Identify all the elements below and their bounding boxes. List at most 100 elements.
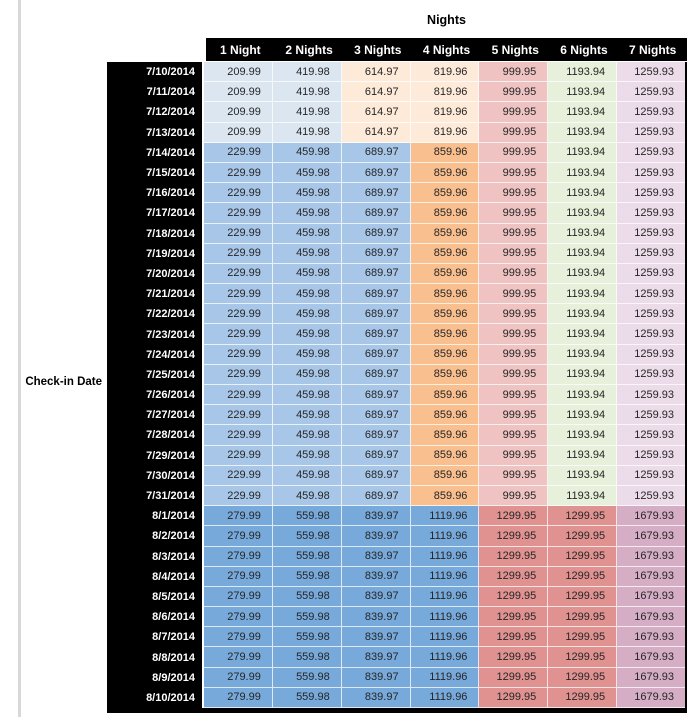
price-cell[interactable]: 999.95 [479, 263, 549, 285]
price-cell[interactable]: 1193.94 [548, 122, 618, 143]
date-cell[interactable]: 7/10/2014 [107, 62, 204, 83]
price-cell[interactable]: 999.95 [479, 445, 549, 466]
price-cell[interactable]: 559.98 [272, 506, 342, 527]
price-cell[interactable]: 559.98 [272, 586, 342, 608]
price-cell[interactable]: 999.95 [479, 425, 549, 446]
price-cell[interactable]: 689.97 [341, 364, 411, 385]
price-cell[interactable]: 999.95 [479, 223, 549, 244]
price-cell[interactable]: 1679.93 [617, 607, 686, 628]
price-cell[interactable]: 1299.95 [548, 607, 618, 628]
date-cell[interactable]: 8/4/2014 [107, 566, 204, 587]
price-cell[interactable]: 689.97 [341, 344, 411, 365]
price-cell[interactable]: 209.99 [204, 62, 273, 83]
price-cell[interactable]: 1259.93 [617, 122, 686, 143]
price-cell[interactable]: 1259.93 [617, 203, 686, 224]
price-cell[interactable]: 1259.93 [617, 445, 686, 466]
price-cell[interactable]: 839.97 [341, 607, 411, 628]
price-cell[interactable]: 1259.93 [617, 162, 686, 184]
price-cell[interactable]: 614.97 [341, 62, 411, 83]
price-cell[interactable]: 229.99 [204, 324, 273, 345]
price-cell[interactable]: 559.98 [272, 667, 342, 688]
price-cell[interactable]: 1299.95 [479, 526, 549, 547]
date-cell[interactable]: 8/10/2014 [107, 687, 204, 708]
price-cell[interactable]: 689.97 [341, 405, 411, 426]
price-cell[interactable]: 229.99 [204, 425, 273, 446]
price-cell[interactable]: 229.99 [204, 445, 273, 466]
date-cell[interactable]: 8/8/2014 [107, 647, 204, 668]
price-cell[interactable]: 229.99 [204, 344, 273, 365]
price-cell[interactable]: 1259.93 [617, 263, 686, 285]
price-cell[interactable]: 279.99 [204, 586, 273, 608]
price-cell[interactable]: 559.98 [272, 526, 342, 547]
price-cell[interactable]: 689.97 [341, 425, 411, 446]
price-cell[interactable]: 1679.93 [617, 586, 686, 608]
price-cell[interactable]: 859.96 [410, 385, 480, 406]
price-cell[interactable]: 1299.95 [548, 566, 618, 587]
price-cell[interactable]: 459.98 [272, 203, 342, 224]
price-cell[interactable]: 459.98 [272, 162, 342, 184]
price-cell[interactable]: 459.98 [272, 284, 342, 305]
date-cell[interactable]: 8/5/2014 [107, 586, 204, 608]
price-cell[interactable]: 1193.94 [548, 263, 618, 285]
price-cell[interactable]: 459.98 [272, 142, 342, 163]
date-cell[interactable]: 7/31/2014 [107, 485, 204, 507]
price-cell[interactable]: 859.96 [410, 364, 480, 385]
price-cell[interactable]: 614.97 [341, 102, 411, 123]
price-cell[interactable]: 1193.94 [548, 183, 618, 204]
price-cell[interactable]: 1259.93 [617, 142, 686, 163]
price-cell[interactable]: 1193.94 [548, 243, 618, 264]
price-cell[interactable]: 999.95 [479, 82, 549, 103]
price-cell[interactable]: 1679.93 [617, 667, 686, 688]
price-cell[interactable]: 459.98 [272, 304, 342, 325]
price-cell[interactable]: 1259.93 [617, 385, 686, 406]
price-cell[interactable]: 1299.95 [479, 647, 549, 668]
price-cell[interactable]: 1259.93 [617, 324, 686, 345]
price-cell[interactable]: 1119.96 [410, 687, 480, 708]
price-cell[interactable]: 1119.96 [410, 647, 480, 668]
price-cell[interactable]: 459.98 [272, 465, 342, 486]
price-cell[interactable]: 859.96 [410, 485, 480, 507]
price-cell[interactable]: 689.97 [341, 223, 411, 244]
price-cell[interactable]: 999.95 [479, 102, 549, 123]
price-cell[interactable]: 999.95 [479, 243, 549, 264]
price-cell[interactable]: 279.99 [204, 647, 273, 668]
date-cell[interactable]: 7/11/2014 [107, 82, 204, 103]
date-cell[interactable]: 7/23/2014 [107, 324, 204, 345]
price-cell[interactable]: 999.95 [479, 162, 549, 184]
price-cell[interactable]: 229.99 [204, 284, 273, 305]
column-header-7-nights[interactable]: 7 Nights [629, 42, 677, 57]
price-cell[interactable]: 459.98 [272, 324, 342, 345]
price-cell[interactable]: 1193.94 [548, 364, 618, 385]
price-cell[interactable]: 559.98 [272, 546, 342, 567]
price-cell[interactable]: 1259.93 [617, 82, 686, 103]
price-cell[interactable]: 999.95 [479, 142, 549, 163]
price-cell[interactable]: 1299.95 [479, 667, 549, 688]
price-cell[interactable]: 839.97 [341, 566, 411, 587]
price-cell[interactable]: 279.99 [204, 667, 273, 688]
price-cell[interactable]: 859.96 [410, 445, 480, 466]
price-cell[interactable]: 689.97 [341, 324, 411, 345]
price-cell[interactable]: 229.99 [204, 465, 273, 486]
price-cell[interactable]: 1193.94 [548, 304, 618, 325]
price-cell[interactable]: 1259.93 [617, 465, 686, 486]
price-cell[interactable]: 999.95 [479, 304, 549, 325]
price-cell[interactable]: 859.96 [410, 142, 480, 163]
price-cell[interactable]: 1299.95 [479, 546, 549, 567]
date-cell[interactable]: 7/13/2014 [107, 122, 204, 143]
date-cell[interactable]: 8/1/2014 [107, 506, 204, 527]
price-cell[interactable]: 859.96 [410, 425, 480, 446]
price-cell[interactable]: 209.99 [204, 82, 273, 103]
date-cell[interactable]: 7/21/2014 [107, 284, 204, 305]
price-cell[interactable]: 1679.93 [617, 526, 686, 547]
price-cell[interactable]: 1679.93 [617, 506, 686, 527]
price-cell[interactable]: 614.97 [341, 122, 411, 143]
column-header-1-night[interactable]: 1 Night [220, 42, 261, 57]
price-cell[interactable]: 1299.95 [548, 506, 618, 527]
price-cell[interactable]: 1193.94 [548, 223, 618, 244]
price-cell[interactable]: 1299.95 [548, 687, 618, 708]
price-cell[interactable]: 1259.93 [617, 183, 686, 204]
price-cell[interactable]: 459.98 [272, 385, 342, 406]
price-cell[interactable]: 1259.93 [617, 364, 686, 385]
date-cell[interactable]: 7/24/2014 [107, 344, 204, 365]
price-cell[interactable]: 1119.96 [410, 607, 480, 628]
